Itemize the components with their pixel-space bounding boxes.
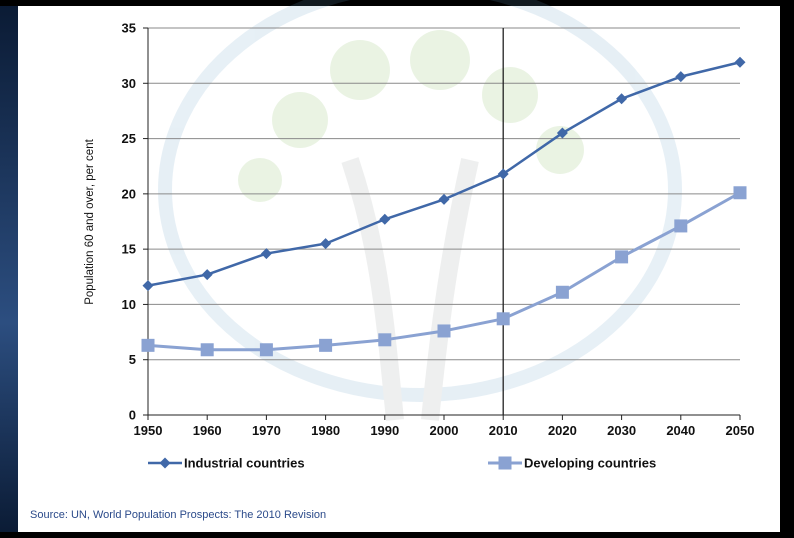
developing-countries-point-2010 [496, 312, 510, 326]
industrial-countries-point-1960 [201, 269, 213, 281]
y-tick-label-25: 25 [122, 131, 136, 146]
developing-countries-point-2000 [437, 324, 451, 338]
x-tick-label-2040: 2040 [666, 423, 695, 438]
x-tick-label-1960: 1960 [193, 423, 222, 438]
x-tick-label-2050: 2050 [726, 423, 755, 438]
industrial-countries-point-2040 [675, 71, 687, 83]
y-tick-label-30: 30 [122, 76, 136, 91]
y-tick-label-20: 20 [122, 186, 136, 201]
x-axis-tick-labels: 1950 1960 1970 1980 1990 2000 2010 2020 2030 2040… [134, 423, 755, 438]
y-axis-label: Population 60 and over, per cent [84, 138, 96, 304]
industrial-countries-point-2020 [556, 127, 568, 139]
x-tick-label-1990: 1990 [370, 423, 399, 438]
industrial-countries-point-2050 [734, 56, 746, 68]
developing-countries-point-1990 [378, 333, 392, 347]
gridlines [148, 27, 740, 361]
developing-countries-point-2030 [615, 250, 629, 264]
industrial-countries-point-1980 [320, 238, 332, 250]
industrial-countries-point-1990 [379, 213, 391, 225]
x-tick-label-2000: 2000 [430, 423, 459, 438]
industrial-countries-point-2030 [616, 93, 628, 105]
x-tick-label-1970: 1970 [252, 423, 281, 438]
y-tick-label-35: 35 [122, 21, 136, 36]
y-tick-label-15: 15 [122, 242, 136, 257]
legend-marker-industrial-countries [159, 457, 171, 469]
x-tick-label-2030: 2030 [607, 423, 636, 438]
industrial-countries-point-1970 [260, 248, 272, 260]
developing-countries-point-2040 [674, 219, 688, 233]
y-tick-label-10: 10 [122, 297, 136, 312]
source-note: Source: UN, World Population Prospects: … [30, 509, 327, 521]
bottom-edge-band [0, 532, 794, 538]
developing-countries-point-2050 [733, 186, 747, 200]
industrial-countries-point-1950 [142, 280, 154, 292]
x-tick-label-2020: 2020 [548, 423, 577, 438]
series-lines [141, 56, 747, 357]
y-tick-label-5: 5 [129, 352, 136, 367]
left-edge-band [0, 0, 18, 538]
legend: Industrial countries Developing countries [148, 456, 656, 471]
y-axis-tick-labels: 0 5 10 15 20 25 30 35 [122, 21, 136, 423]
legend-marker-developing-countries [498, 456, 512, 470]
legend-label-developing-countries: Developing countries [524, 456, 656, 471]
top-edge-band [0, 0, 794, 6]
developing-countries-point-2020 [555, 285, 569, 299]
developing-countries-point-1960 [200, 343, 214, 357]
x-tick-label-1950: 1950 [134, 423, 163, 438]
legend-label-industrial-countries: Industrial countries [184, 456, 305, 471]
industrial-countries-point-2010 [497, 168, 509, 180]
tree-watermark-logo [158, 0, 682, 421]
right-edge-band [780, 0, 794, 538]
x-tick-label-1980: 1980 [311, 423, 340, 438]
x-tick-label-2010: 2010 [489, 423, 518, 438]
y-tick-label-0: 0 [129, 408, 136, 423]
developing-countries-point-1980 [319, 338, 333, 352]
developing-countries-point-1950 [141, 338, 155, 352]
industrial-countries-point-2000 [438, 193, 450, 205]
developing-countries-point-1970 [259, 343, 273, 357]
